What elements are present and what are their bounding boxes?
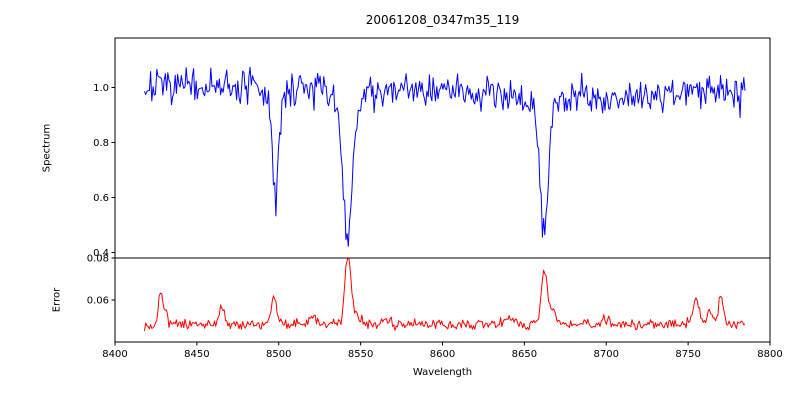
x-axis-label: Wavelength (412, 367, 473, 378)
y-tick-label: 0.6 (93, 193, 109, 204)
y-tick-label: 1.0 (93, 83, 109, 94)
spectrum-axes-frame (114, 37, 771, 259)
error-axes-frame (114, 257, 771, 343)
x-tick-label: 8650 (512, 349, 537, 360)
y-tick-label: 0.8 (93, 138, 109, 149)
x-tick-label: 8600 (430, 349, 455, 360)
chart-title: 20061208_0347m35_119 (365, 13, 520, 27)
y-tick-label: 0.08 (87, 254, 109, 265)
x-tick-label: 8550 (348, 349, 373, 360)
y-tick-label: 0.06 (87, 296, 109, 307)
error-line (144, 258, 746, 332)
x-tick-label: 8500 (266, 349, 291, 360)
x-tick-label: 8400 (102, 349, 127, 360)
x-tick-label: 8750 (675, 349, 700, 360)
y-tick-label: 0.4 (93, 248, 109, 259)
x-tick-label: 8800 (757, 349, 782, 360)
x-tick-label: 8450 (184, 349, 209, 360)
spectrum-line (144, 66, 746, 247)
x-tick-label: 8700 (594, 349, 619, 360)
